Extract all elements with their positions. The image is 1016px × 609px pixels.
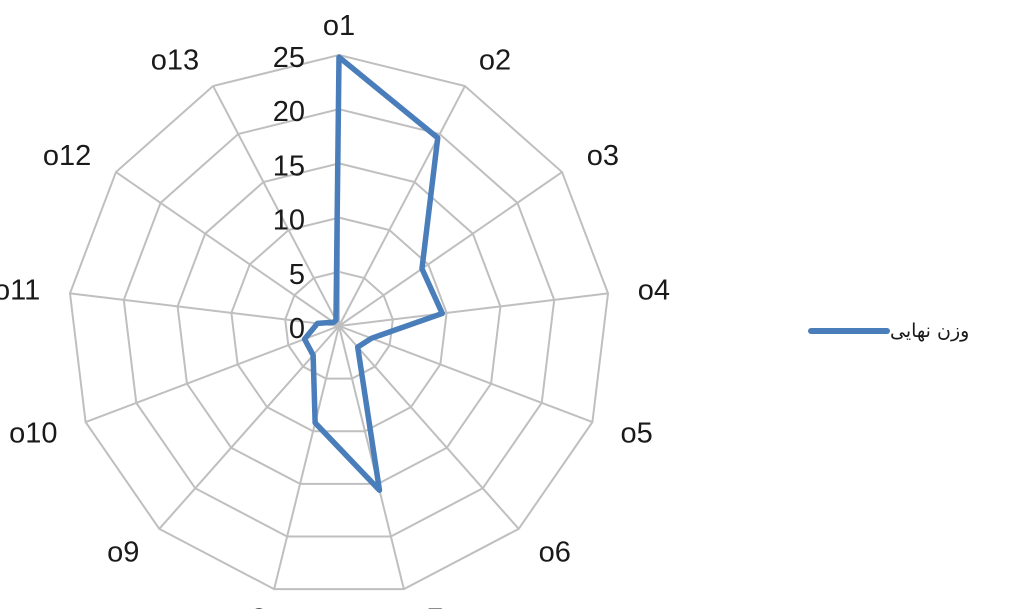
tick-label: 10 [273, 205, 305, 237]
legend-label: وزن نهایی [890, 320, 970, 342]
category-label-o11: o11 [0, 275, 40, 307]
series-lines [301, 54, 446, 493]
category-label-o8: o8 [235, 603, 267, 609]
spoke-o8 [273, 325, 340, 590]
spoke-o11 [69, 292, 340, 327]
grid-ring-5 [68, 53, 610, 591]
spoke-o13 [212, 85, 340, 327]
category-label-o9: o9 [107, 536, 139, 568]
legend: وزن نهایی [808, 316, 975, 346]
grid-ring-3 [176, 162, 502, 485]
category-label-o2: o2 [479, 44, 511, 76]
tick-label: 0 [289, 313, 305, 345]
category-label-o10: o10 [9, 418, 57, 450]
spoke-o5 [338, 325, 593, 424]
category-label-o4: o4 [638, 275, 670, 307]
tick-label: 15 [273, 150, 305, 182]
category-label-o3: o3 [587, 140, 619, 172]
radar-grid [68, 53, 610, 591]
spoke-o12 [115, 171, 340, 327]
tick-label: 25 [273, 42, 305, 74]
category-label-o5: o5 [620, 418, 652, 450]
grid-ring-2 [230, 216, 448, 433]
grid-ring-4 [122, 108, 556, 538]
category-label-o6: o6 [539, 536, 571, 568]
category-labels: o1 o2 o3 o4 o5 o6 o7 o8 o9 o10 o11 o12 o13 [0, 10, 670, 609]
spoke-o3 [338, 171, 563, 327]
category-label-o1: o1 [323, 10, 355, 42]
tick-label: 5 [289, 259, 305, 291]
grid-ring-1 [284, 270, 394, 380]
legend-line-swatch [808, 328, 890, 334]
spoke-o10 [85, 325, 340, 424]
spoke-o6 [338, 325, 520, 530]
category-label-o7: o7 [411, 603, 443, 609]
category-label-o12: o12 [43, 140, 91, 172]
spoke-o9 [158, 325, 340, 530]
series-line-0 [301, 54, 446, 493]
category-label-o13: o13 [151, 44, 199, 76]
spoke-o4 [338, 292, 609, 327]
tick-label: 20 [273, 96, 305, 128]
spoke-o7 [338, 325, 405, 590]
radial-tick-labels: 0 5 10 15 20 25 [273, 42, 305, 345]
spoke-o2 [338, 85, 466, 327]
